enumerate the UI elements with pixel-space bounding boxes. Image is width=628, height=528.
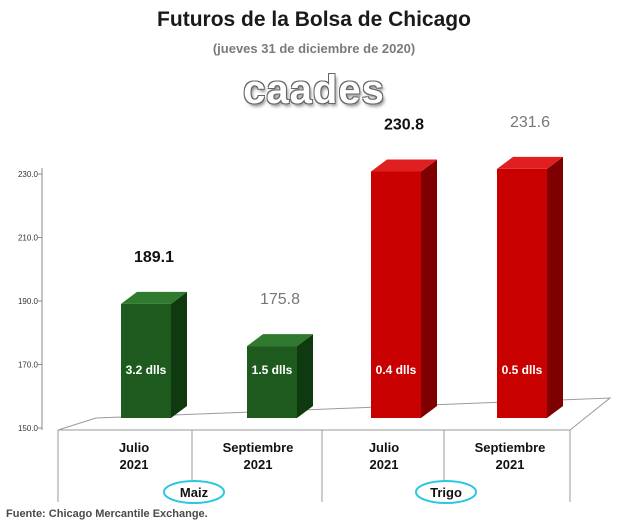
bar-top	[247, 334, 313, 347]
bar	[247, 346, 297, 418]
category-label: 2021	[496, 457, 525, 472]
group-label: Trigo	[430, 485, 462, 500]
y-tick-label: 170.0	[18, 361, 39, 370]
bar	[371, 171, 421, 418]
y-tick-label: 210.0	[18, 234, 39, 243]
bar-side	[297, 334, 313, 418]
bar-inner-label: 3.2 dlls	[126, 363, 167, 377]
bar	[121, 303, 171, 418]
caades-logo: caades	[243, 68, 385, 112]
bar-side	[547, 156, 563, 419]
bar-side	[171, 291, 187, 418]
bar-top	[121, 291, 187, 304]
category-label: 2021	[370, 457, 399, 472]
bar	[497, 168, 547, 418]
bar-top	[497, 156, 563, 169]
bar-inner-label: 1.5 dlls	[252, 363, 293, 377]
group-oval	[415, 480, 477, 504]
y-tick-label: 150.0	[18, 424, 39, 433]
chart-title: Futuros de la Bolsa de Chicago	[157, 8, 471, 31]
category-label: Septiembre	[475, 440, 546, 455]
bar-value-label: 175.8	[260, 291, 300, 308]
source-note: Fuente: Chicago Mercantile Exchange.	[6, 508, 208, 520]
bar-inner-label: 0.4 dlls	[376, 363, 417, 377]
y-tick-label: 230.0	[18, 170, 39, 179]
bar-side	[421, 159, 437, 418]
bar-value-label: 230.8	[384, 116, 424, 133]
group-oval	[163, 480, 225, 504]
bar-inner-label: 0.5 dlls	[502, 363, 543, 377]
y-tick-label: 190.0	[18, 297, 39, 306]
bar-top	[371, 159, 437, 172]
category-label: Septiembre	[223, 440, 294, 455]
category-label: Julio	[369, 440, 399, 455]
group-label: Maiz	[180, 485, 209, 500]
category-label: Julio	[119, 440, 149, 455]
bar-value-label: 231.6	[510, 114, 550, 131]
category-label: 2021	[120, 457, 149, 472]
category-label: 2021	[244, 457, 273, 472]
chart-subtitle: (jueves 31 de diciembre de 2020)	[212, 41, 416, 56]
bar-value-label: 189.1	[134, 249, 174, 266]
